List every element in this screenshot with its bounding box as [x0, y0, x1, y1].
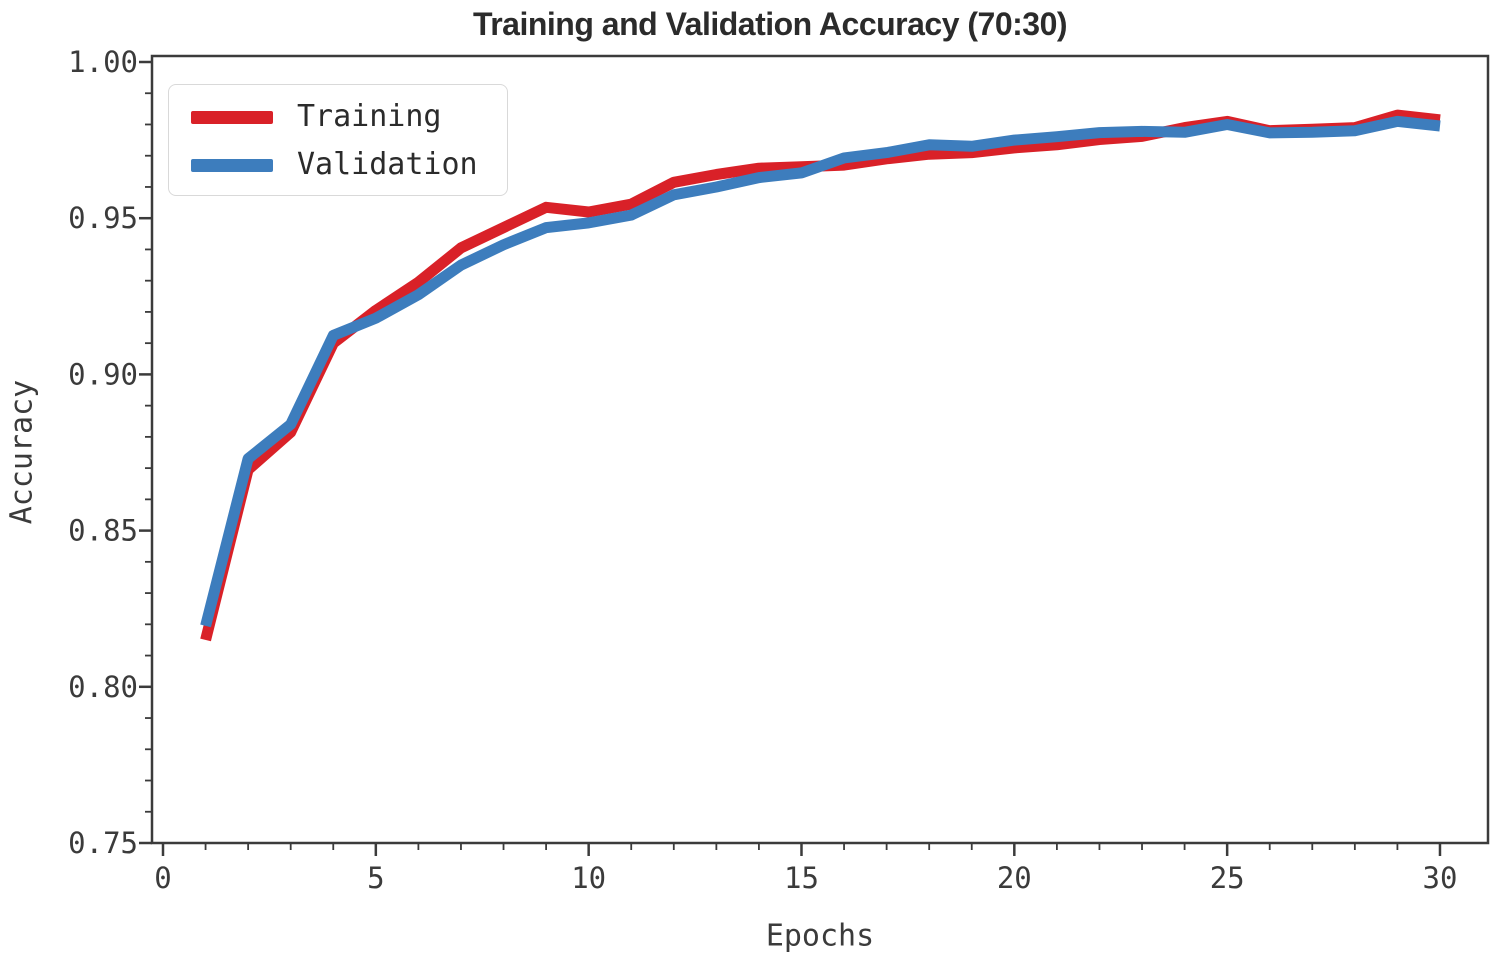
training-line-swatch [191, 110, 273, 124]
y-axis-title: Accuracy [4, 379, 40, 525]
y-tick-label: 0.90 [68, 357, 138, 391]
x-tick-label: 5 [367, 861, 384, 895]
x-tick-label: 20 [997, 861, 1032, 895]
plot-border [150, 54, 1490, 845]
x-axis-title: Epochs [765, 918, 875, 954]
x-tick-label: 10 [571, 861, 606, 895]
y-tick-label: 0.95 [68, 201, 138, 235]
legend-label-validation: Validation [297, 147, 478, 182]
validation-line-swatch [191, 158, 273, 172]
y-tick-label: 1.00 [68, 45, 138, 79]
x-tick-label: 30 [1423, 861, 1458, 895]
validation-line [200, 115, 1441, 628]
legend-entry-validation: Validation [191, 141, 507, 189]
chart-title: Training and Validation Accuracy (70:30) [472, 6, 1068, 42]
x-tick-label: 0 [154, 861, 171, 895]
x-tick-label: 25 [1210, 861, 1245, 895]
y-tick-label: 0.80 [68, 670, 138, 704]
y-tick-label: 0.85 [68, 514, 138, 548]
x-tick-label: 15 [784, 861, 819, 895]
y-tick-label: 0.75 [68, 826, 138, 860]
legend-entry-training: Training [191, 93, 507, 141]
legend: Training Validation [168, 84, 508, 196]
legend-label-training: Training [297, 99, 442, 134]
